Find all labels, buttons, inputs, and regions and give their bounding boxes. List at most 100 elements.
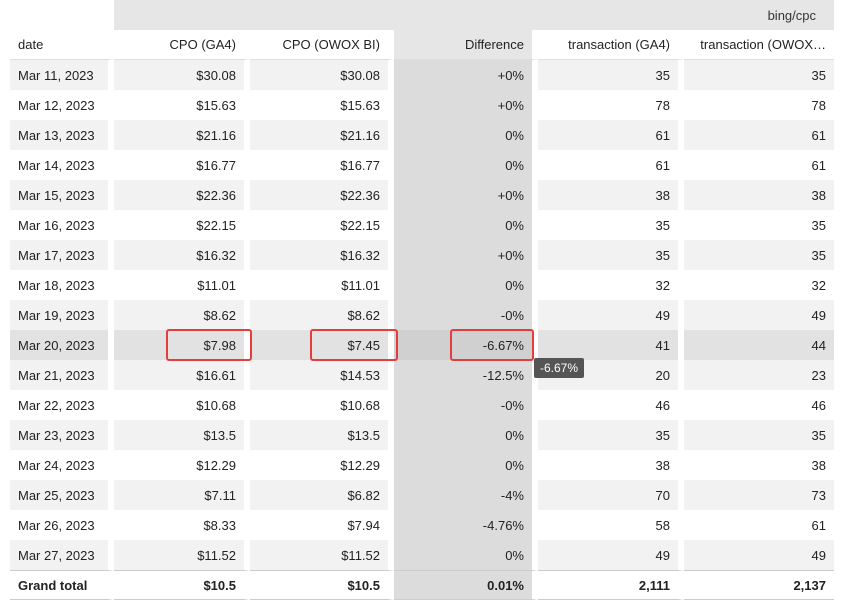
cell-transaction-ga4: 46: [538, 390, 684, 420]
cell-transaction-ga4: 32: [538, 270, 684, 300]
total-cpo-ga4: $10.5: [114, 570, 250, 600]
cell-transaction-ga4: 35: [538, 240, 684, 270]
cell-transaction-owox: 78: [684, 90, 834, 120]
cell-date: Mar 19, 2023: [10, 300, 114, 330]
cell-cpo-owox: $22.36: [250, 180, 394, 210]
cell-transaction-owox: 38: [684, 180, 834, 210]
cell-difference: 0%: [394, 450, 538, 480]
cell-transaction-owox: 61: [684, 510, 834, 540]
table-row[interactable]: Mar 17, 2023 $16.32 $16.32 +0% 35 35: [10, 240, 834, 270]
cell-date: Mar 21, 2023: [10, 360, 114, 390]
table-row[interactable]: Mar 11, 2023 $30.08 $30.08 +0% 35 35: [10, 60, 834, 90]
column-header-difference[interactable]: Difference: [394, 30, 538, 60]
total-transaction-ga4: 2,111: [538, 570, 684, 600]
column-header-transaction-owox[interactable]: transaction (OWOX…: [684, 30, 834, 60]
cell-date: Mar 13, 2023: [10, 120, 114, 150]
cell-transaction-owox: 44: [684, 330, 834, 360]
cell-cpo-owox: $10.68: [250, 390, 394, 420]
cell-cpo-ga4: $22.15: [114, 210, 250, 240]
cell-transaction-owox: 32: [684, 270, 834, 300]
cell-cpo-ga4: $11.01: [114, 270, 250, 300]
cell-cpo-ga4: $15.63: [114, 90, 250, 120]
cell-cpo-owox: $8.62: [250, 300, 394, 330]
cell-cpo-ga4: $12.29: [114, 450, 250, 480]
cell-transaction-owox: 23: [684, 360, 834, 390]
cell-transaction-ga4: 78: [538, 90, 684, 120]
table-row[interactable]: Mar 27, 2023 $11.52 $11.52 0% 49 49: [10, 540, 834, 570]
table-row[interactable]: Mar 26, 2023 $8.33 $7.94 -4.76% 58 61: [10, 510, 834, 540]
table-row[interactable]: Mar 24, 2023 $12.29 $12.29 0% 38 38: [10, 450, 834, 480]
cell-cpo-ga4: $30.08: [114, 60, 250, 90]
cell-transaction-owox: 35: [684, 210, 834, 240]
total-difference: 0.01%: [394, 570, 538, 600]
cell-cpo-owox: $12.29: [250, 450, 394, 480]
cell-transaction-ga4: 41: [538, 330, 684, 360]
cell-transaction-owox: 49: [684, 540, 834, 570]
cell-date: Mar 25, 2023: [10, 480, 114, 510]
table-row[interactable]: Mar 16, 2023 $22.15 $22.15 0% 35 35: [10, 210, 834, 240]
cell-cpo-ga4: $16.77: [114, 150, 250, 180]
cell-transaction-owox: 46: [684, 390, 834, 420]
column-header-transaction-ga4[interactable]: transaction (GA4): [538, 30, 684, 60]
cell-cpo-owox: $6.82: [250, 480, 394, 510]
table-row[interactable]: Mar 20, 2023 $7.98 $7.45 -6.67% 41 44: [10, 330, 834, 360]
column-header-cpo-owox[interactable]: CPO (OWOX BI): [250, 30, 394, 60]
cell-date: Mar 23, 2023: [10, 420, 114, 450]
cell-cpo-owox: $16.32: [250, 240, 394, 270]
cell-cpo-ga4: $13.5: [114, 420, 250, 450]
cell-transaction-ga4: 38: [538, 450, 684, 480]
cell-cpo-owox: $14.53: [250, 360, 394, 390]
cell-date: Mar 15, 2023: [10, 180, 114, 210]
grand-total-row: Grand total $10.5 $10.5 0.01% 2,111 2,13…: [10, 570, 834, 600]
cell-difference: -0%: [394, 300, 538, 330]
cell-transaction-owox: 35: [684, 60, 834, 90]
cell-cpo-ga4: $21.16: [114, 120, 250, 150]
cell-cpo-ga4: $16.61: [114, 360, 250, 390]
cell-date: Mar 26, 2023: [10, 510, 114, 540]
table-row[interactable]: Mar 12, 2023 $15.63 $15.63 +0% 78 78: [10, 90, 834, 120]
cell-difference: 0%: [394, 210, 538, 240]
difference-tooltip: -6.67%: [534, 358, 585, 378]
cell-date: Mar 16, 2023: [10, 210, 114, 240]
cell-difference: -4.76%: [394, 510, 538, 540]
cell-date: Mar 17, 2023: [10, 240, 114, 270]
cell-cpo-owox: $7.45: [250, 330, 394, 360]
cell-cpo-owox: $16.77: [250, 150, 394, 180]
cell-difference: +0%: [394, 60, 538, 90]
cell-cpo-owox: $15.63: [250, 90, 394, 120]
cell-transaction-ga4: 49: [538, 540, 684, 570]
cell-cpo-owox: $11.01: [250, 270, 394, 300]
cell-difference: 0%: [394, 150, 538, 180]
table-row[interactable]: Mar 25, 2023 $7.11 $6.82 -4% 70 73: [10, 480, 834, 510]
cell-difference: 0%: [394, 120, 538, 150]
table-row[interactable]: Mar 13, 2023 $21.16 $21.16 0% 61 61: [10, 120, 834, 150]
cell-difference: +0%: [394, 240, 538, 270]
cell-difference: -6.67%: [394, 330, 538, 360]
cell-date: Mar 18, 2023: [10, 270, 114, 300]
cell-cpo-ga4: $16.32: [114, 240, 250, 270]
cell-transaction-ga4: 49: [538, 300, 684, 330]
cell-difference: -0%: [394, 390, 538, 420]
cell-difference: +0%: [394, 90, 538, 120]
table-row[interactable]: Mar 23, 2023 $13.5 $13.5 0% 35 35: [10, 420, 834, 450]
table-row[interactable]: Mar 21, 2023 $16.61 $14.53 -12.5% 20 23: [10, 360, 834, 390]
cell-cpo-ga4: $11.52: [114, 540, 250, 570]
cell-difference: +0%: [394, 180, 538, 210]
dimension-header: bing/cpc: [114, 0, 834, 30]
table-row[interactable]: Mar 22, 2023 $10.68 $10.68 -0% 46 46: [10, 390, 834, 420]
cell-transaction-ga4: 38: [538, 180, 684, 210]
table-row[interactable]: Mar 14, 2023 $16.77 $16.77 0% 61 61: [10, 150, 834, 180]
cell-date: Mar 22, 2023: [10, 390, 114, 420]
cell-cpo-owox: $21.16: [250, 120, 394, 150]
column-header-cpo-ga4[interactable]: CPO (GA4): [114, 30, 250, 60]
cell-cpo-ga4: $7.98: [114, 330, 250, 360]
cell-difference: 0%: [394, 540, 538, 570]
cell-cpo-ga4: $10.68: [114, 390, 250, 420]
table-row[interactable]: Mar 19, 2023 $8.62 $8.62 -0% 49 49: [10, 300, 834, 330]
cell-cpo-owox: $22.15: [250, 210, 394, 240]
cell-transaction-owox: 61: [684, 120, 834, 150]
column-header-date[interactable]: date: [10, 30, 114, 60]
table-row[interactable]: Mar 18, 2023 $11.01 $11.01 0% 32 32: [10, 270, 834, 300]
table-row[interactable]: Mar 15, 2023 $22.36 $22.36 +0% 38 38: [10, 180, 834, 210]
